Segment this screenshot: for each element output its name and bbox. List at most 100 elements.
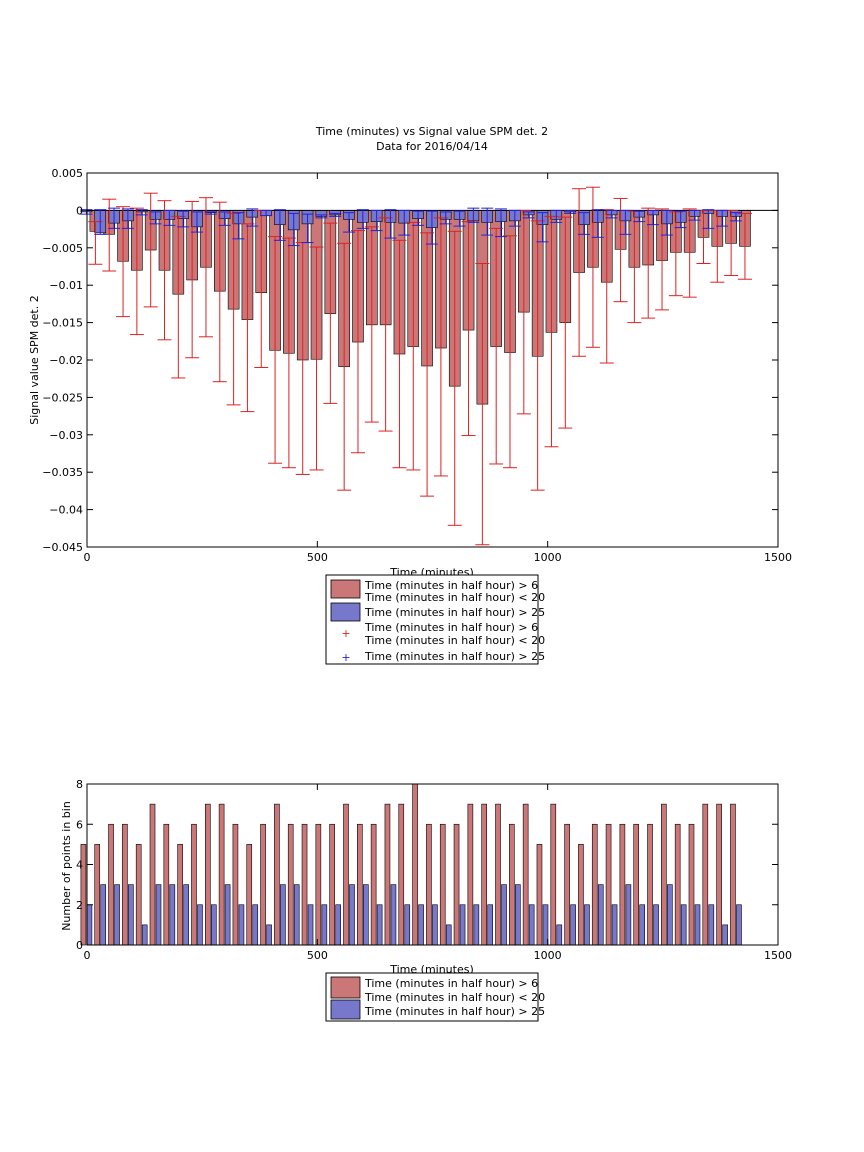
bar-red xyxy=(688,823,695,946)
bar-red xyxy=(94,844,101,946)
bar-blue xyxy=(280,884,286,946)
bar-layer xyxy=(80,783,742,946)
x-tick-label: 1000 xyxy=(534,949,562,962)
signal-chart: Time (minutes) vs Signal value SPM det. … xyxy=(28,125,792,665)
bar-red xyxy=(453,823,460,946)
bar-blue xyxy=(86,904,93,946)
bar-blue xyxy=(639,904,646,946)
bar-blue xyxy=(183,884,189,946)
y-axis-label: Signal value SPM det. 2 xyxy=(28,295,41,425)
bar-blue xyxy=(597,884,604,946)
bar-red xyxy=(204,803,211,946)
bar-red xyxy=(384,803,391,946)
bar-layer xyxy=(80,209,778,405)
bar-blue xyxy=(487,904,493,946)
bar-blue xyxy=(418,904,424,946)
bar-red xyxy=(274,803,280,946)
legend-entry: Time (minutes in half hour) > 25 xyxy=(364,606,545,619)
bar-red xyxy=(260,823,266,946)
x-tick-label: 0 xyxy=(84,949,91,962)
bar-blue xyxy=(653,904,659,946)
bar-blue xyxy=(210,904,217,946)
bar-blue xyxy=(376,904,383,946)
legend-swatch-blue xyxy=(330,602,361,622)
y-tick-label: −0.015 xyxy=(42,317,83,330)
bar-red xyxy=(439,823,446,946)
bar-red xyxy=(301,823,308,946)
y-tick-label: 2 xyxy=(76,899,83,912)
legend-box xyxy=(325,972,539,1022)
y-tick-label: 6 xyxy=(76,818,83,831)
bar-blue xyxy=(459,904,466,946)
bar-red xyxy=(232,823,239,946)
bar-red xyxy=(426,823,432,946)
bar-red xyxy=(122,823,128,946)
legend-swatch-red xyxy=(330,579,361,599)
x-tick-label: 1000 xyxy=(534,551,562,564)
bar-red xyxy=(702,803,709,946)
bar-red xyxy=(605,823,612,946)
bar-red xyxy=(647,823,653,946)
bar-red xyxy=(370,823,377,946)
bar-red xyxy=(716,803,722,946)
bar-red xyxy=(481,803,487,946)
y-tick-label: −0.005 xyxy=(42,242,83,255)
bar-red xyxy=(315,823,322,946)
bar-red xyxy=(218,803,225,946)
bar-blue xyxy=(542,904,549,946)
x-tick-label: 500 xyxy=(307,949,328,962)
bar-blue xyxy=(404,904,411,946)
chart-title-line2: Data for 2016/04/14 xyxy=(376,140,488,153)
bar-blue xyxy=(114,884,120,946)
bar-blue xyxy=(100,884,107,946)
bar-blue xyxy=(584,904,590,946)
bar-red xyxy=(522,803,529,946)
bar-blue xyxy=(321,904,328,946)
bar-red xyxy=(509,823,515,946)
bar-blue xyxy=(736,904,742,946)
y-tick-label: −0.01 xyxy=(49,279,83,292)
legend-entry: Time (minutes in half hour) > 6 xyxy=(364,621,538,634)
bar-blue xyxy=(432,904,438,946)
bar-blue xyxy=(252,904,259,946)
bar-blue xyxy=(708,904,715,946)
bar-blue xyxy=(570,904,576,946)
bar-red xyxy=(246,844,253,946)
bar-blue xyxy=(667,884,673,946)
bar-blue xyxy=(266,924,272,946)
tick-layer: 0 500 1000 1500 0.005 0 −0.005 −0.01 −0.015 −0.02… xyxy=(42,167,792,564)
y-tick-label: 0.005 xyxy=(52,167,84,180)
bar-red xyxy=(591,823,598,946)
bar-red xyxy=(343,803,349,946)
bar-blue xyxy=(611,904,618,946)
bar-red xyxy=(564,823,570,946)
legend-swatch-blue xyxy=(330,999,361,1020)
bar-blue xyxy=(238,904,245,946)
bar-red xyxy=(633,823,640,946)
y-tick-label: −0.03 xyxy=(49,429,83,442)
legend-entry: Time (minutes in half hour) < 20 xyxy=(364,591,545,604)
bar-red xyxy=(329,823,335,946)
bar-red xyxy=(467,803,474,946)
bar-blue xyxy=(528,904,535,946)
legend-entry: Time (minutes in half hour) < 20 xyxy=(364,634,545,647)
bar-blue xyxy=(349,884,355,946)
y-tick-label: 4 xyxy=(76,859,83,872)
legend-swatch-red xyxy=(330,976,361,999)
y-tick-label: −0.02 xyxy=(49,354,83,367)
bar-red xyxy=(287,823,294,946)
bar-blue xyxy=(363,884,369,946)
bar-blue xyxy=(128,884,134,946)
bar-red xyxy=(135,844,142,946)
legend-entry: Time (minutes in half hour) > 25 xyxy=(364,650,545,663)
y-tick-label: −0.025 xyxy=(42,391,83,404)
bar-blue xyxy=(473,904,480,946)
bar-blue xyxy=(694,904,701,946)
bar-blue xyxy=(169,884,176,946)
bar-blue xyxy=(722,924,728,946)
bar-blue xyxy=(625,884,632,946)
bar-red xyxy=(398,803,405,946)
x-tick-label: 500 xyxy=(307,551,328,564)
bar-blue xyxy=(155,884,162,946)
